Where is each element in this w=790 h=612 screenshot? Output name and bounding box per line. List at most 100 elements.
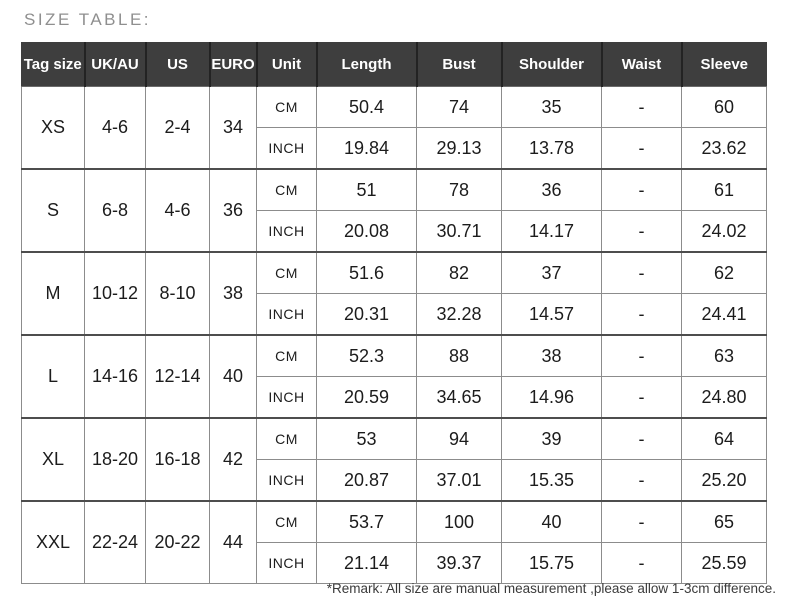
ukau-cell: 10-12 [84,251,146,336]
header-cell-waist: Waist [600,42,682,87]
waist-inch-value: - [601,293,682,336]
shoulder-cm-value: 37 [501,251,602,294]
size-row-xxl-cm: XXL 22-24 20-22 44 CM 53.7 100 40 - 65 [21,500,767,584]
sleeve-inch-value: 24.80 [681,376,767,419]
bust-cm-value: 78 [416,168,502,211]
unit-cm-label: CM [256,417,317,460]
euro-cell: 38 [209,251,257,336]
length-inch-value: 20.59 [316,376,417,419]
size-row-m-cm: M 10-12 8-10 38 CM 51.6 82 37 - 62 [21,251,767,336]
bust-inch-value: 39.37 [416,542,502,584]
sleeve-cm-value: 60 [681,86,767,128]
sleeve-cm-value: 64 [681,417,767,460]
length-inch-value: 19.84 [316,127,417,170]
bust-inch-value: 34.65 [416,376,502,419]
length-cm-value: 51 [316,168,417,211]
header-cell-bust: Bust [415,42,502,87]
sleeve-inch-value: 24.02 [681,210,767,253]
sleeve-cm-value: 63 [681,334,767,377]
shoulder-inch-value: 14.17 [501,210,602,253]
ukau-cell: 4-6 [84,86,146,170]
page-title: SIZE TABLE: [24,10,152,29]
shoulder-inch-value: 15.75 [501,542,602,584]
bust-cm-value: 100 [416,500,502,543]
waist-cm-value: - [601,334,682,377]
header-cell-sleeve: Sleeve [680,42,767,87]
header-row: Tag size UK/AU US EURO Unit Length Bust … [21,42,767,87]
waist-inch-value: - [601,459,682,502]
size-row-l-cm: L 14-16 12-14 40 CM 52.3 88 38 - 63 [21,334,767,419]
us-cell: 4-6 [145,168,210,253]
length-inch-value: 21.14 [316,542,417,584]
us-cell: 2-4 [145,86,210,170]
bust-cm-value: 94 [416,417,502,460]
waist-cm-value: - [601,168,682,211]
bust-cm-value: 74 [416,86,502,128]
euro-cell: 42 [209,417,257,502]
length-cm-value: 50.4 [316,86,417,128]
header-cell-us: US [144,42,210,87]
ukau-cell: 18-20 [84,417,146,502]
tag-size-cell: XXL [21,500,85,584]
bust-inch-value: 32.28 [416,293,502,336]
header-cell-unit: Unit [255,42,317,87]
us-cell: 8-10 [145,251,210,336]
shoulder-inch-value: 13.78 [501,127,602,170]
length-cm-value: 53 [316,417,417,460]
shoulder-cm-value: 35 [501,86,602,128]
euro-cell: 40 [209,334,257,419]
bust-inch-value: 29.13 [416,127,502,170]
length-inch-value: 20.31 [316,293,417,336]
sleeve-cm-value: 65 [681,500,767,543]
remark-note: *Remark: All size are manual measurement… [326,581,776,596]
unit-cm-label: CM [256,251,317,294]
bust-inch-value: 30.71 [416,210,502,253]
waist-inch-value: - [601,376,682,419]
tag-size-cell: L [21,334,85,419]
shoulder-cm-value: 36 [501,168,602,211]
euro-cell: 44 [209,500,257,584]
unit-cm-label: CM [256,500,317,543]
shoulder-inch-value: 15.35 [501,459,602,502]
waist-inch-value: - [601,542,682,584]
ukau-cell: 14-16 [84,334,146,419]
unit-cm-label: CM [256,86,317,128]
shoulder-cm-value: 38 [501,334,602,377]
tag-size-cell: M [21,251,85,336]
sleeve-inch-value: 25.20 [681,459,767,502]
size-row-xl-inch: INCH 20.87 37.01 15.35 - 25.20 [22,459,767,502]
unit-inch-label: INCH [256,210,317,253]
length-cm-value: 52.3 [316,334,417,377]
header-cell-euro: EURO [208,42,257,87]
waist-inch-value: - [601,127,682,170]
us-cell: 16-18 [145,417,210,502]
size-row-s-cm: S 6-8 4-6 36 CM 51 78 36 - 61 [21,168,767,253]
length-cm-value: 53.7 [316,500,417,543]
size-row-xs-cm: XS 4-6 2-4 34 CM 50.4 74 35 - 60 [21,86,767,170]
bust-cm-value: 82 [416,251,502,294]
unit-inch-label: INCH [256,293,317,336]
size-row-l-inch: INCH 20.59 34.65 14.96 - 24.80 [22,376,767,419]
euro-cell: 36 [209,168,257,253]
waist-cm-value: - [601,417,682,460]
unit-inch-label: INCH [256,127,317,170]
shoulder-inch-value: 14.96 [501,376,602,419]
bust-inch-value: 37.01 [416,459,502,502]
euro-cell: 34 [209,86,257,170]
ukau-cell: 22-24 [84,500,146,584]
ukau-cell: 6-8 [84,168,146,253]
tag-size-cell: XL [21,417,85,502]
sleeve-inch-value: 23.62 [681,127,767,170]
length-inch-value: 20.87 [316,459,417,502]
sleeve-cm-value: 61 [681,168,767,211]
us-cell: 12-14 [145,334,210,419]
size-row-xxl-inch: INCH 21.14 39.37 15.75 - 25.59 [22,542,767,584]
length-cm-value: 51.6 [316,251,417,294]
waist-cm-value: - [601,500,682,543]
waist-inch-value: - [601,210,682,253]
shoulder-inch-value: 14.57 [501,293,602,336]
tag-size-cell: S [21,168,85,253]
header-cell-uk-au: UK/AU [83,42,146,87]
size-row-xl-cm: XL 18-20 16-18 42 CM 53 94 39 - 64 [21,417,767,502]
header-cell-shoulder: Shoulder [500,42,602,87]
